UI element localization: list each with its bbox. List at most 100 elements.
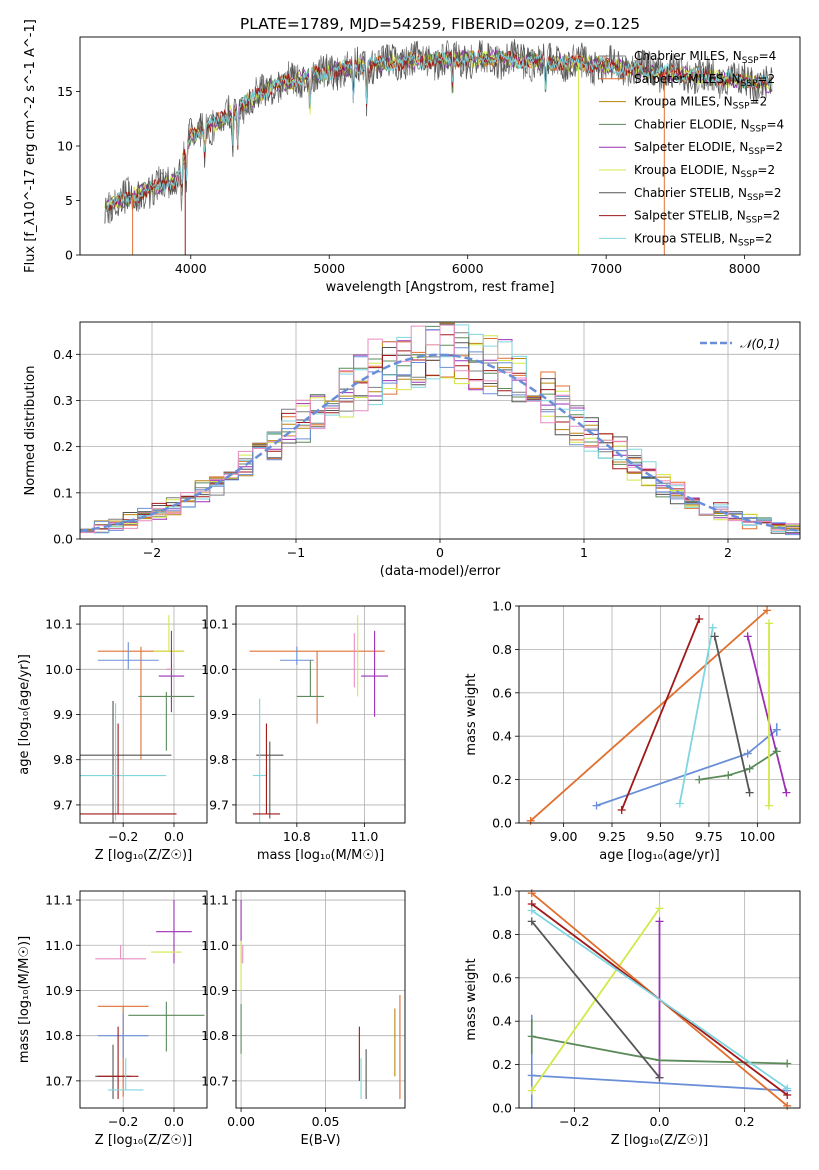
y-tick-label: 10.7: [45, 1073, 73, 1088]
legend-subscript: SSP: [741, 170, 758, 180]
y-tick-label: 10.1: [45, 617, 73, 632]
y-tick-label: 9.9: [209, 707, 229, 722]
plus-marker: [655, 1056, 664, 1065]
legend-entry: Salpeter ELODIE, NSSP=2: [634, 140, 783, 157]
x-tick-label: 9.75: [695, 829, 723, 844]
y-tick-label: 11.0: [45, 938, 73, 953]
plus-marker: [527, 889, 536, 898]
y-tick-label: 0.6: [492, 685, 512, 700]
plus-marker: [655, 917, 664, 926]
y-tick-label: 0: [65, 248, 73, 263]
plus-marker: [764, 801, 773, 810]
legend-subscript: SSP: [748, 147, 765, 157]
plus-marker: [710, 632, 719, 641]
weight-line: [531, 920, 661, 1079]
y-tick-label: 10.8: [201, 1028, 229, 1043]
y-tick-label: 10.0: [45, 662, 73, 677]
y-tick-label: 0.1: [53, 485, 73, 500]
spectrum-axes: 4000 5000 6000 7000 8000 0 5 10 15 wavelength [An…: [23, 19, 761, 295]
y-tick-label: 1.0: [492, 884, 512, 899]
legend-entry: Kroupa ELODIE, NSSP=2: [634, 163, 775, 180]
y-tick-label: 9.7: [53, 797, 73, 812]
x-tick-label: 0.0: [164, 1114, 184, 1129]
weight-line: [531, 1074, 788, 1092]
plus-marker: [782, 788, 791, 797]
y-tick-label: 0.4: [492, 729, 512, 744]
plus-marker: [743, 749, 752, 758]
x-tick-label: 0.2: [735, 1114, 755, 1129]
x-tick-label: 2: [724, 545, 732, 560]
x-axis-label: Z [log₁₀(Z/Z☉)]: [611, 1133, 708, 1148]
mass_vs_EBV-frame: [235, 890, 406, 1109]
plus-marker: [526, 816, 535, 825]
y-tick-label: 0.0: [53, 532, 73, 547]
legend-subscript: SSP: [741, 79, 758, 89]
x-tick-label: 0.0: [650, 1114, 670, 1129]
plus-marker: [527, 917, 536, 926]
mass_vs_Z-axes: −0.2 0.0 10.7 10.8 10.9 11.0 11.1 Z [log₁₀(Z/Z☉…: [17, 891, 207, 1148]
x-tick-label: 4000: [175, 261, 207, 276]
weight-line: [713, 636, 751, 793]
y-tick-label: 9.8: [53, 752, 73, 767]
y-tick-label: 0.8: [492, 642, 512, 657]
x-tick-label: −2: [143, 545, 161, 560]
x-tick-label: −1: [287, 545, 305, 560]
plus-marker: [695, 615, 704, 624]
legend-entry: Salpeter STELIB, NSSP=2: [634, 209, 780, 226]
plus-marker: [772, 725, 781, 734]
x-axis-label: Z [log₁₀(Z/Z☉)]: [95, 1133, 192, 1148]
x-tick-label: 10.8: [283, 829, 311, 844]
weight_vs_age-plot-area: [530, 609, 788, 822]
legend-entry: Kroupa MILES, NSSP=2: [634, 95, 767, 112]
legend-subscript: SSP: [738, 238, 755, 248]
plus-marker: [695, 775, 704, 784]
spectrum-plot-area: [104, 39, 773, 255]
plus-marker: [745, 788, 754, 797]
legend-value: =2: [764, 186, 782, 200]
plus-marker: [783, 1084, 792, 1093]
y-axis-label: Normed distribution: [23, 366, 38, 496]
y-tick-label: 10.9: [201, 983, 229, 998]
weight-line: [531, 909, 788, 1090]
x-tick-label: 0.0: [164, 829, 184, 844]
x-axis-label: age [log₁₀(age/yr)]: [599, 848, 720, 863]
age_vs_Z-axes: −0.2 0.0 9.7 9.8 9.9 10.0 10.1 Z [log₁₀(Z/Z☉)] a…: [17, 606, 207, 863]
x-tick-label: 0: [436, 545, 444, 560]
weight-line: [678, 627, 714, 804]
y-tick-label: 10.8: [45, 1028, 73, 1043]
x-tick-label: 0.00: [227, 1114, 255, 1129]
plus-marker: [708, 623, 717, 632]
mass_vs_Z-plot-area: [95, 900, 205, 1099]
legend-value: =2: [763, 209, 781, 223]
x-tick-label: 8000: [729, 261, 761, 276]
y-tick-label: 0.4: [492, 1014, 512, 1029]
legend-subscript: SSP: [733, 102, 750, 112]
y-axis-label: mass weight: [464, 673, 479, 755]
plus-marker: [743, 632, 752, 641]
age_vs_Z-frame: [79, 605, 208, 824]
legend-entry: Salpeter MILES, NSSP=2: [634, 72, 775, 89]
legend-subscript: SSP: [742, 56, 759, 66]
plus-marker: [527, 1032, 536, 1041]
y-axis-label: age [log₁₀(age/yr)]: [17, 654, 32, 775]
y-tick-label: 1.0: [492, 599, 512, 614]
y-tick-label: 0.2: [492, 772, 512, 787]
y-tick-label: 10.0: [201, 662, 229, 677]
y-tick-label: 0.0: [492, 1101, 512, 1116]
x-axis-label: Z [log₁₀(Z/Z☉)]: [95, 848, 192, 863]
legend-value: =4: [766, 117, 784, 131]
x-tick-label: 10.00: [739, 829, 775, 844]
weight_vs_Z-frame: [518, 890, 801, 1109]
x-tick-label: −0.2: [559, 1114, 589, 1129]
mass_vs_EBV-plot-area: [240, 900, 401, 1099]
age_vs_mass-axes: 10.8 11.0 9.7 9.8 9.9 10.0 10.1 mass [log₁₀(M/M…: [201, 606, 405, 863]
residual-histogram: [80, 329, 800, 536]
y-tick-label: 0.3: [53, 393, 73, 408]
plus-marker: [772, 747, 781, 756]
plus-marker: [764, 619, 773, 628]
y-tick-label: 10.7: [201, 1073, 229, 1088]
y-tick-label: 10.1: [201, 617, 229, 632]
y-tick-label: 11.1: [201, 893, 229, 908]
y-axis-label: Flux [f_λ10^-17 erg cm^-2 s^-1 A^-1]: [23, 19, 38, 273]
residuals-frame: [79, 321, 801, 540]
